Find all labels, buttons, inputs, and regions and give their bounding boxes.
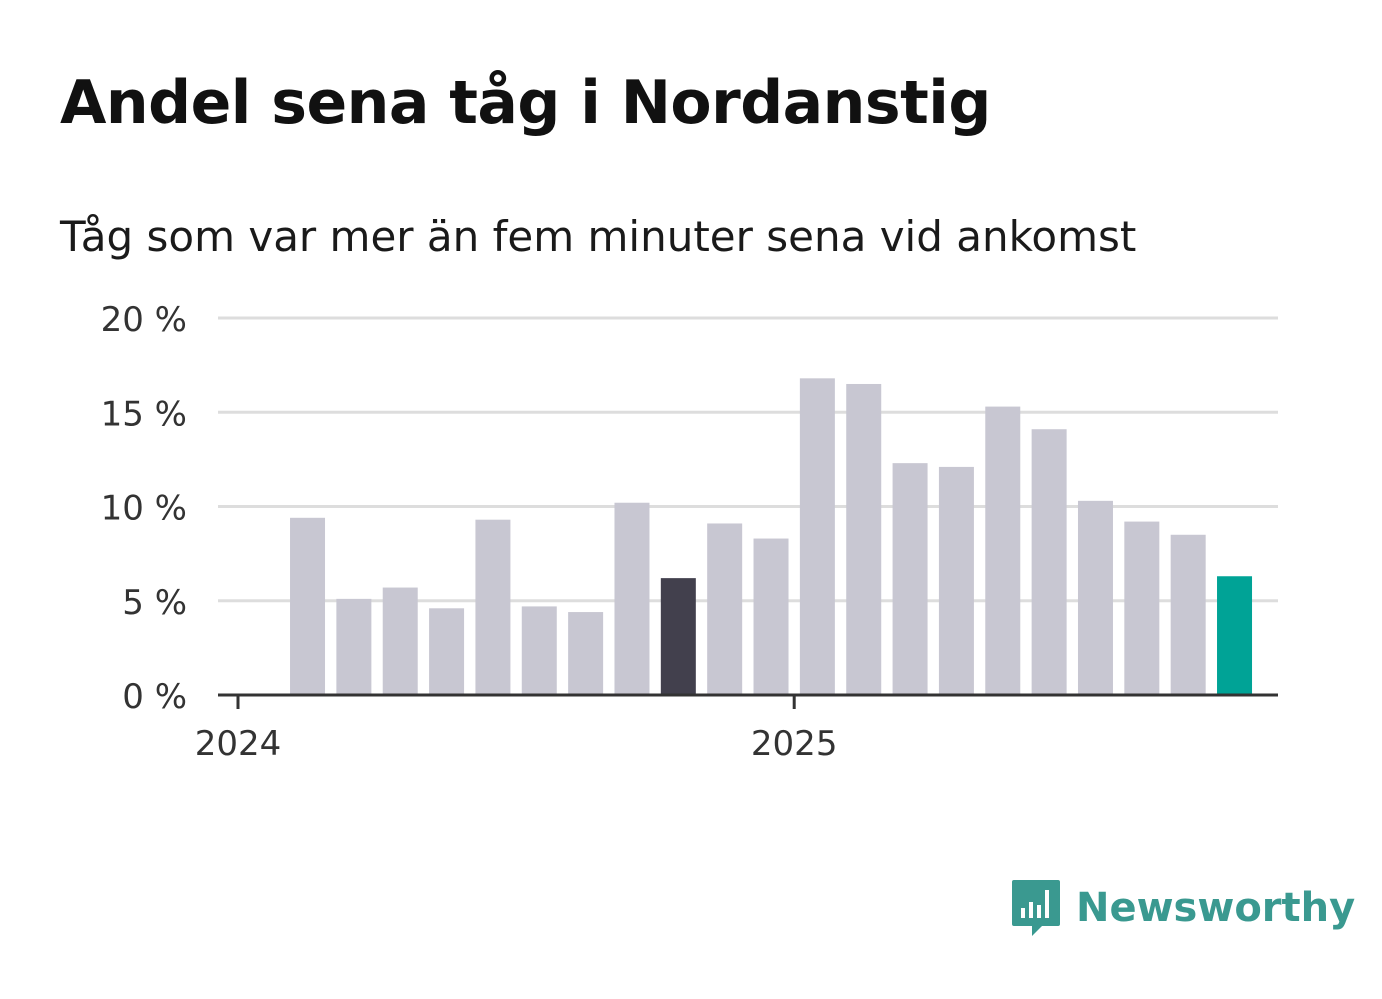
newsworthy-logo-icon	[1012, 880, 1060, 936]
bar-2024-05	[429, 608, 465, 695]
bar-2025-07	[1077, 500, 1113, 695]
bar-2024-02	[290, 517, 326, 695]
bar-chart: 0 % 5 % 10 % 15 % 20 % 2024 2025	[101, 300, 1278, 764]
bar-2024-06	[475, 519, 511, 695]
bar-2024-10	[660, 578, 696, 695]
bar-2024-03	[336, 598, 372, 695]
bar-2025-09	[1170, 534, 1206, 695]
y-tick-label: 10 %	[101, 489, 187, 529]
bar-2024-08	[568, 612, 604, 695]
bar-2024-04	[382, 587, 418, 695]
bar-2025-04	[938, 466, 974, 695]
bar-2025-02	[846, 383, 882, 695]
newsworthy-logo-text: Newsworthy	[1076, 885, 1356, 931]
bar-2025-08	[1124, 521, 1160, 695]
x-tick-label: 2025	[751, 724, 838, 764]
bar-2024-09	[614, 502, 650, 695]
y-tick-label: 5 %	[122, 583, 187, 623]
bar-2025-01	[799, 378, 835, 695]
bar-2024-11	[707, 523, 743, 695]
bar-2025-05	[985, 406, 1021, 695]
bar-2025-03	[892, 463, 928, 695]
bar-2025-10	[1217, 576, 1253, 695]
y-tick-label: 0 %	[122, 677, 187, 717]
bar-2025-06	[1031, 429, 1067, 695]
y-tick-label: 20 %	[101, 300, 187, 340]
bar-2024-12	[753, 538, 789, 695]
x-tick-label: 2024	[195, 724, 282, 764]
y-tick-label: 15 %	[101, 394, 187, 434]
bar-2024-07	[521, 606, 557, 695]
chart-subtitle: Tåg som var mer än fem minuter sena vid …	[60, 212, 1137, 261]
chart-title: Andel sena tåg i Nordanstig	[60, 68, 991, 138]
newsworthy-logo: Newsworthy	[1010, 878, 1355, 938]
